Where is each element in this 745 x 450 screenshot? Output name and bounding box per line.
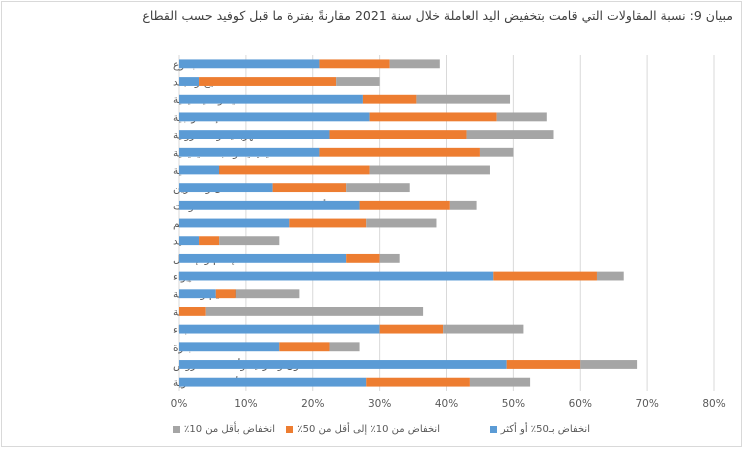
bar-segment [479,147,514,157]
bar-segment [596,271,624,281]
bar-segment [179,307,206,316]
bar-segment [179,147,320,157]
bar-segment [179,94,363,104]
bar-segment [179,165,220,175]
bar-segment [289,218,367,228]
bar-segment [199,236,220,246]
legend-item: انخفاض بـ50٪ أو أكثر [489,424,590,435]
bar-segment [319,59,390,69]
bar-segment [493,271,597,281]
bar-segment [179,77,200,86]
bar-segment [496,112,547,122]
bar-segment [336,77,380,86]
x-tick-label: 60% [569,398,592,410]
bar-segment [179,200,360,210]
legend-item: انخفاض من 10٪ إلى أقل من 50٪ [286,424,440,435]
bar-segment [366,218,437,228]
bar-segment [379,253,400,263]
legend-label: انخفاض بـ50٪ أو أكثر [500,424,590,435]
bar-segment [179,218,290,228]
x-tick-label: 50% [502,398,525,410]
x-tick-label: 80% [702,398,725,410]
bar-segment [179,377,367,387]
bar-segment [466,130,554,139]
legend-label: انخفاض بأقل من 10٪ [183,424,275,435]
legend-swatch [489,426,497,433]
x-tick-label: 20% [301,398,324,410]
bar-segment [279,342,330,352]
bar-segment [219,165,370,175]
legend-label: انخفاض من 10٪ إلى أقل من 50٪ [297,424,440,435]
bar-segment [379,324,444,334]
bar-segment [179,112,370,122]
bar-segment [179,59,320,69]
bar-segment [580,360,638,369]
bar-segment [179,289,216,299]
bar-segment [179,271,494,281]
x-tick-label: 70% [635,398,658,410]
bar-segment [179,253,347,263]
bar-segment [359,200,450,210]
bar-segment [329,342,360,352]
bar-segment [362,94,417,104]
bar-segment [179,183,273,193]
bar-segment [329,130,467,139]
bar-segment [179,360,507,369]
bar-segment [199,77,337,86]
bar-segment [369,112,497,122]
x-tick-label: 40% [435,398,458,410]
chart-legend: انخفاض بـ50٪ أو أكثر انخفاض من 10٪ إلى أق… [150,424,590,440]
x-tick-label: 10% [234,398,257,410]
bar-segment [369,165,490,175]
bar-segment [449,200,477,210]
bar-segment [443,324,524,334]
bar-segment [346,183,410,193]
bar-segment [215,289,236,299]
bar-segment [205,307,424,316]
legend-item: انخفاض بأقل من 10٪ [172,424,275,435]
bar-segment [389,59,440,69]
legend-swatch [172,426,180,433]
bar-segment [506,360,581,369]
bar-segment [366,377,470,387]
x-tick-label: 0% [171,398,188,410]
bar-segment [346,253,380,263]
bar-segment [416,94,511,104]
bar-segment [179,130,330,139]
chart-title: مبيان 9: نسبة المقاولات التي قامت بتخفيض… [142,8,733,23]
bar-segment [179,236,200,246]
legend-swatch [286,426,294,433]
bar-segment [235,289,300,299]
bar-segment [319,147,480,157]
bar-segment [469,377,531,387]
bar-segment [179,324,380,334]
bar-segment [179,342,280,352]
bar-segment [272,183,347,193]
x-tick-label: 30% [368,398,391,410]
bar-segment [219,236,280,246]
